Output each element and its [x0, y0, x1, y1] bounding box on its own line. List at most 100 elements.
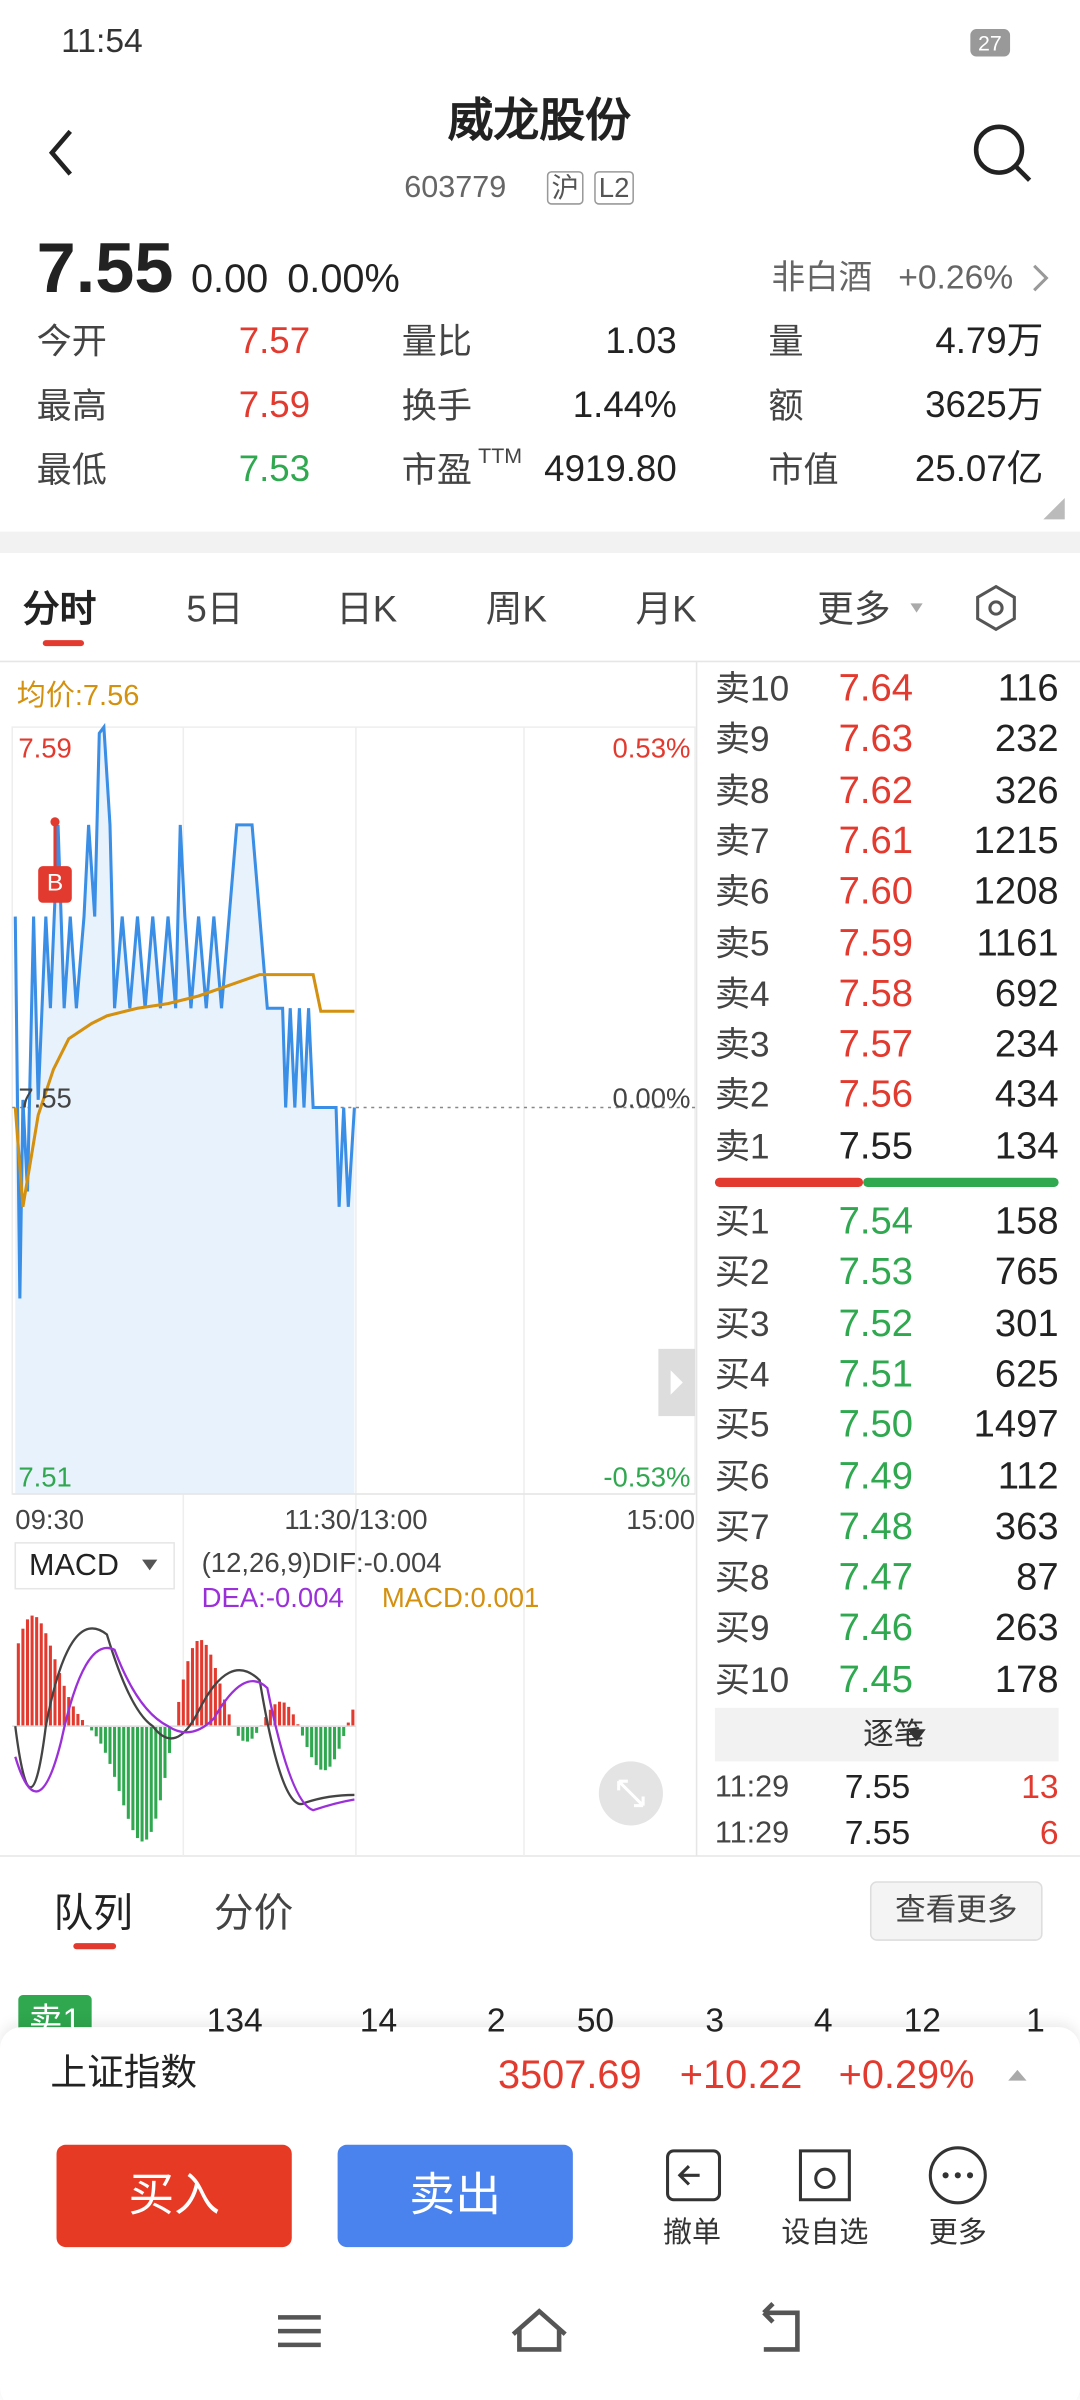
price-mid: 7.55 — [18, 1083, 72, 1114]
level-name: 买2 — [714, 1252, 770, 1293]
macd-bar — [154, 1726, 158, 1819]
watch-icon[interactable] — [798, 2149, 851, 2202]
level-volume: 87 — [1016, 1556, 1059, 1599]
macd-bar — [122, 1726, 126, 1806]
level-name: 卖3 — [714, 1024, 770, 1065]
level-price: 7.47 — [838, 1556, 914, 1599]
macd-bar — [158, 1726, 162, 1801]
more-label: 查看更多 — [895, 1894, 1018, 1928]
level-volume: 1161 — [976, 921, 1059, 964]
level-name: 卖2 — [714, 1075, 770, 1115]
level-volume: 232 — [994, 717, 1059, 761]
macd-bar — [16, 1643, 20, 1727]
stat-label: 量比 — [401, 321, 473, 362]
macd-bar — [346, 1722, 350, 1727]
level-price: 7.55 — [838, 1124, 914, 1168]
level-price: 7.59 — [838, 921, 914, 964]
sell-label: 卖出 — [409, 2170, 502, 2222]
macd-bar — [236, 1726, 240, 1736]
more-button[interactable] — [869, 1881, 1043, 1941]
time-label: 09:30 — [15, 1504, 85, 1536]
macd-bar — [264, 1717, 268, 1727]
level-price: 7.52 — [838, 1301, 914, 1345]
macd-value: MACD:0.001 — [381, 1582, 540, 1614]
level-price: 7.58 — [838, 972, 914, 1015]
macd-bar — [314, 1726, 318, 1766]
caret — [1008, 2069, 1027, 2081]
queue-item: 2 — [486, 2001, 506, 2040]
collapse-handle — [670, 1370, 683, 1395]
queue-item: 14 — [359, 2001, 398, 2040]
macd-bar — [268, 1709, 272, 1727]
macd-selector[interactable] — [14, 1542, 175, 1590]
nav-back[interactable] — [762, 2302, 800, 2352]
status-time: 11:54 — [61, 21, 143, 60]
macd-bar — [195, 1641, 199, 1727]
level-volume: 178 — [994, 1657, 1059, 1701]
more-icon[interactable] — [928, 2146, 987, 2205]
sell-button[interactable] — [337, 2144, 573, 2248]
macd-bar — [163, 1726, 167, 1778]
level-name: 买5 — [714, 1404, 770, 1445]
stat-value: 1.03 — [605, 320, 677, 363]
tool-label: 更多 — [928, 2217, 987, 2250]
tab: 更多 — [817, 589, 891, 631]
search-icon[interactable] — [973, 124, 1025, 175]
macd-bar — [223, 1699, 227, 1727]
macd-bar — [278, 1701, 282, 1727]
buy-button[interactable] — [56, 2144, 292, 2248]
ticks-selector[interactable] — [714, 1707, 1059, 1762]
level-name: 买1 — [714, 1201, 770, 1242]
macd-bar — [131, 1726, 135, 1831]
macd-bar — [282, 1702, 286, 1727]
market-tag: L2 — [594, 171, 634, 205]
stat-value: 7.57 — [238, 320, 311, 363]
level-volume: 301 — [994, 1301, 1059, 1345]
back-icon[interactable] — [48, 129, 73, 176]
level-price: 7.57 — [838, 1022, 914, 1066]
time-label: 15:00 — [626, 1504, 696, 1536]
queue-item: 50 — [576, 2001, 615, 2040]
cancel-icon — [677, 2165, 700, 2186]
macd-bar — [241, 1726, 245, 1741]
divider — [0, 531, 1080, 553]
macd-bar — [204, 1644, 208, 1727]
stock-name: 威龙股份 — [447, 96, 631, 147]
level-name: 卖6 — [714, 871, 770, 912]
search-icon — [1014, 164, 1032, 182]
price-top: 7.59 — [18, 733, 72, 764]
cancel-icon[interactable] — [666, 2149, 722, 2202]
trade-price: 7.55 — [844, 1813, 911, 1852]
settings-icon[interactable] — [976, 584, 1016, 632]
index-change: +10.22 — [679, 2051, 803, 2098]
level-volume: 1497 — [973, 1403, 1059, 1447]
time-label: 11:30/13:00 — [284, 1504, 428, 1536]
macd-bar — [342, 1726, 346, 1737]
market-tag: 沪 — [546, 171, 584, 205]
macd-bar — [117, 1726, 121, 1791]
tab: 分时 — [22, 589, 97, 631]
macd-bar — [323, 1726, 327, 1771]
ask-ratio — [714, 1177, 864, 1187]
macd-bar — [149, 1726, 153, 1832]
level-name: 卖7 — [714, 820, 770, 861]
stat-label: 市盈 — [401, 449, 473, 490]
macd-bar — [39, 1623, 43, 1727]
trade-volume: 13 — [1021, 1767, 1059, 1806]
level-volume: 1215 — [973, 819, 1059, 863]
nav-home[interactable] — [511, 2308, 567, 2352]
tab-underline — [73, 1943, 117, 1950]
watch-icon — [814, 2167, 836, 2190]
macd-bar — [99, 1726, 103, 1744]
macd-bar — [287, 1706, 291, 1727]
stock-code: 603779 — [404, 171, 507, 205]
macd-bar — [35, 1617, 39, 1727]
change: 0.00 — [190, 255, 269, 301]
stat-value: 1.44% — [572, 384, 677, 427]
nav-menu[interactable] — [278, 2315, 321, 2348]
level-name: 买10 — [714, 1659, 790, 1699]
macd-bar — [213, 1668, 217, 1727]
stat-label: 最低 — [36, 449, 107, 490]
level-volume: 112 — [997, 1454, 1059, 1498]
macd-bar — [71, 1706, 75, 1727]
